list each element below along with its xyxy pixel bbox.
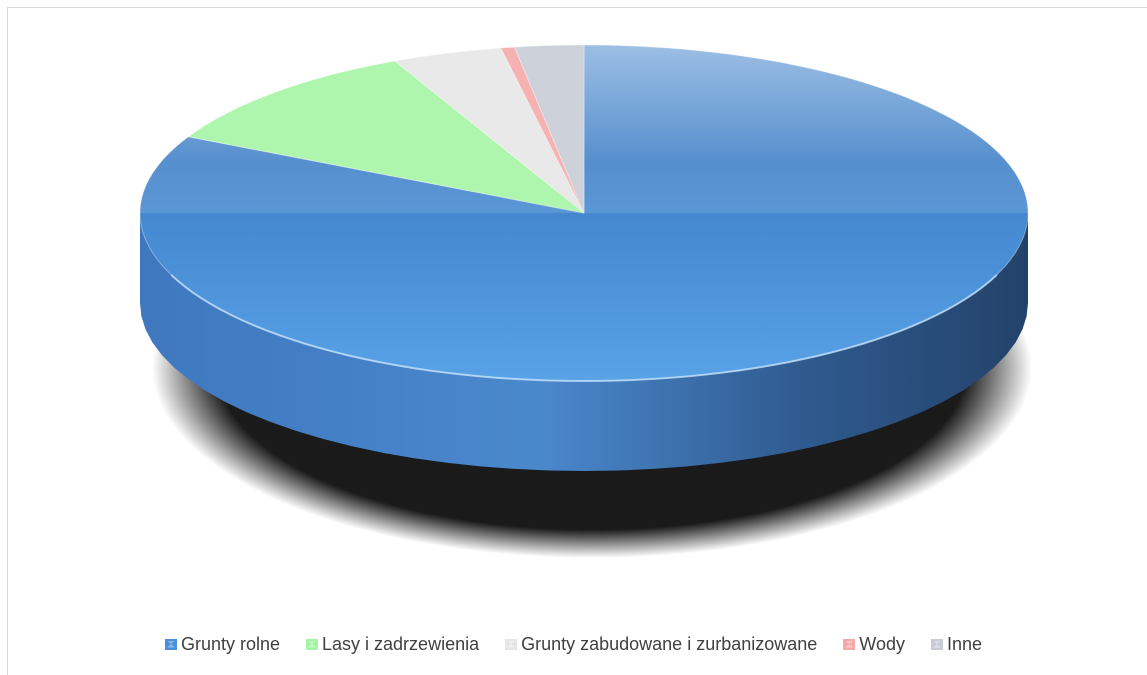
legend-label: Inne	[946, 633, 983, 654]
legend-label: Wody	[859, 633, 905, 654]
pie-slices	[139, 44, 1029, 382]
legend-label: Lasy i zadrzewienia	[322, 633, 480, 654]
pie-highlight	[140, 45, 1028, 213]
legend-item-grunty-zabudowane-i-zurbanizowane[interactable]: Grunty zabudowane i zurbanizowane	[505, 634, 817, 655]
legend-item-inne[interactable]: Inne	[930, 633, 983, 655]
legend-swatch	[505, 638, 518, 650]
legend-swatch	[164, 638, 177, 650]
pie-side-grunty-rolne	[140, 213, 1028, 471]
legend-item-lasy-i-zadrzewienia[interactable]: Lasy i zadrzewienia	[306, 634, 479, 655]
pie-chart	[139, 44, 1032, 558]
pie-gloss	[140, 45, 1028, 383]
legend: Grunty rolne Lasy i zadrzewienia Grunty za…	[0, 630, 1147, 658]
legend-swatch	[306, 638, 319, 650]
legend-swatch	[930, 638, 943, 650]
pie-slice-grunty-zabudowane-i-zurbanizowane[interactable]	[393, 47, 585, 214]
legend-item-grunty-rolne[interactable]: Grunty rolne	[164, 633, 281, 655]
legend-label: Grunty rolne	[180, 633, 281, 654]
pie-slice-lasy-i-zadrzewienia[interactable]	[187, 60, 585, 214]
pie-slice-wody[interactable]	[500, 46, 585, 214]
pie-slice-inne[interactable]	[513, 44, 585, 214]
legend-label: Grunty zabudowane i zurbanizowane	[521, 633, 818, 654]
pie-rim	[170, 274, 998, 383]
pie-sides	[140, 213, 1028, 471]
legend-item-wody[interactable]: Wody	[843, 634, 905, 655]
legend-swatch	[843, 638, 856, 650]
